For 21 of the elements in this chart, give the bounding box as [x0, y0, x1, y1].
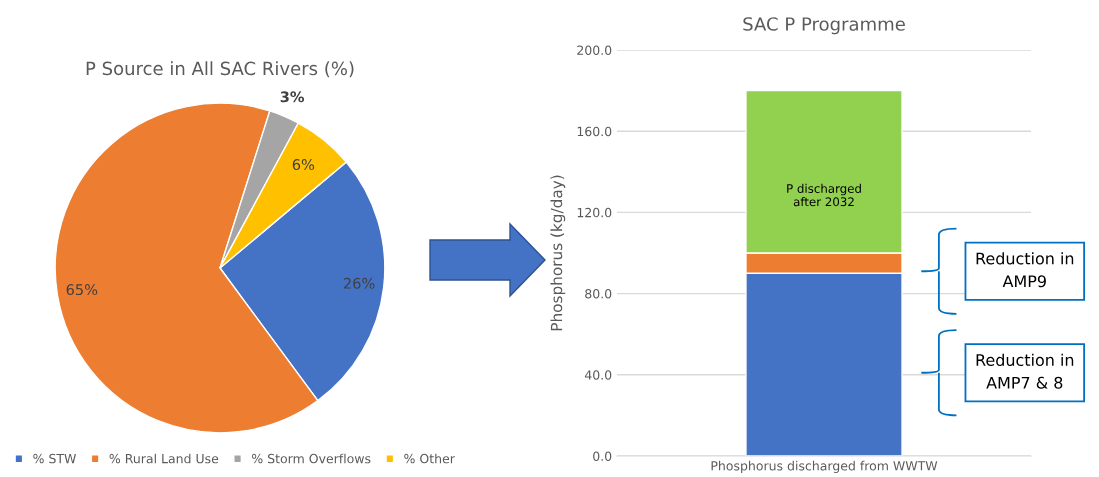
chart-title: P Source in All SAC Rivers (%) — [86, 61, 354, 78]
annotation: P discharged after 2032 — [787, 183, 861, 207]
x-tick-label: Phosphorus discharged from WWTW — [711, 460, 938, 473]
y-tick-label: 80.0 — [585, 289, 612, 299]
annotation: Reduction in AMP7 & 8 — [976, 353, 1074, 389]
y-tick-label: 120.0 — [577, 207, 612, 218]
data-label: 3% — [280, 91, 305, 103]
legend-label: % Storm Overflows — [252, 453, 371, 464]
y-tick-label: 0.0 — [593, 451, 612, 461]
y-tick-label: 40.0 — [584, 370, 612, 380]
legend-label: % Rural Land Use — [109, 453, 219, 464]
y-tick-label: 160.0 — [577, 126, 612, 137]
data-label: 26% — [343, 277, 375, 289]
legend-label: % Other — [404, 453, 455, 464]
legend-label: % STW — [33, 453, 76, 464]
data-label: 6% — [292, 159, 315, 171]
chart-title: SAC P Programme — [743, 17, 905, 35]
annotation: Reduction in AMP9 — [976, 252, 1074, 288]
data-label: 65% — [66, 284, 98, 296]
y-tick-label: 200.0 — [577, 45, 612, 55]
y-axis-title: Phosphorus (kg/day) — [550, 175, 566, 331]
